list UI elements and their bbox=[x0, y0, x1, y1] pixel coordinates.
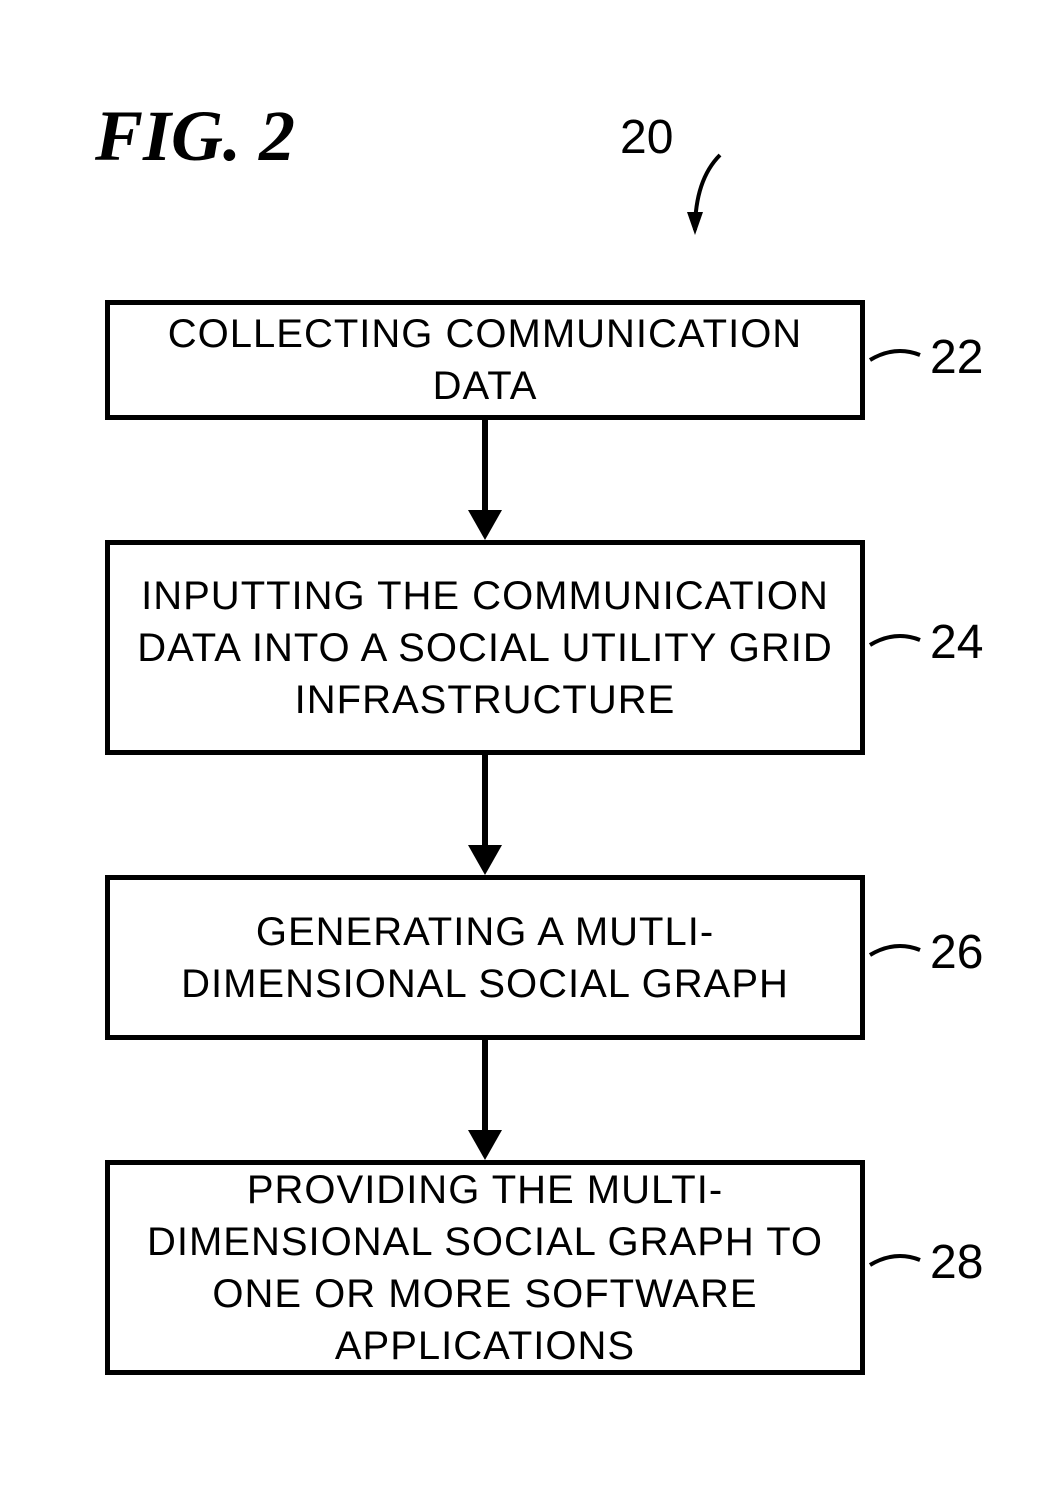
ref-curve-28 bbox=[0, 0, 1049, 1488]
